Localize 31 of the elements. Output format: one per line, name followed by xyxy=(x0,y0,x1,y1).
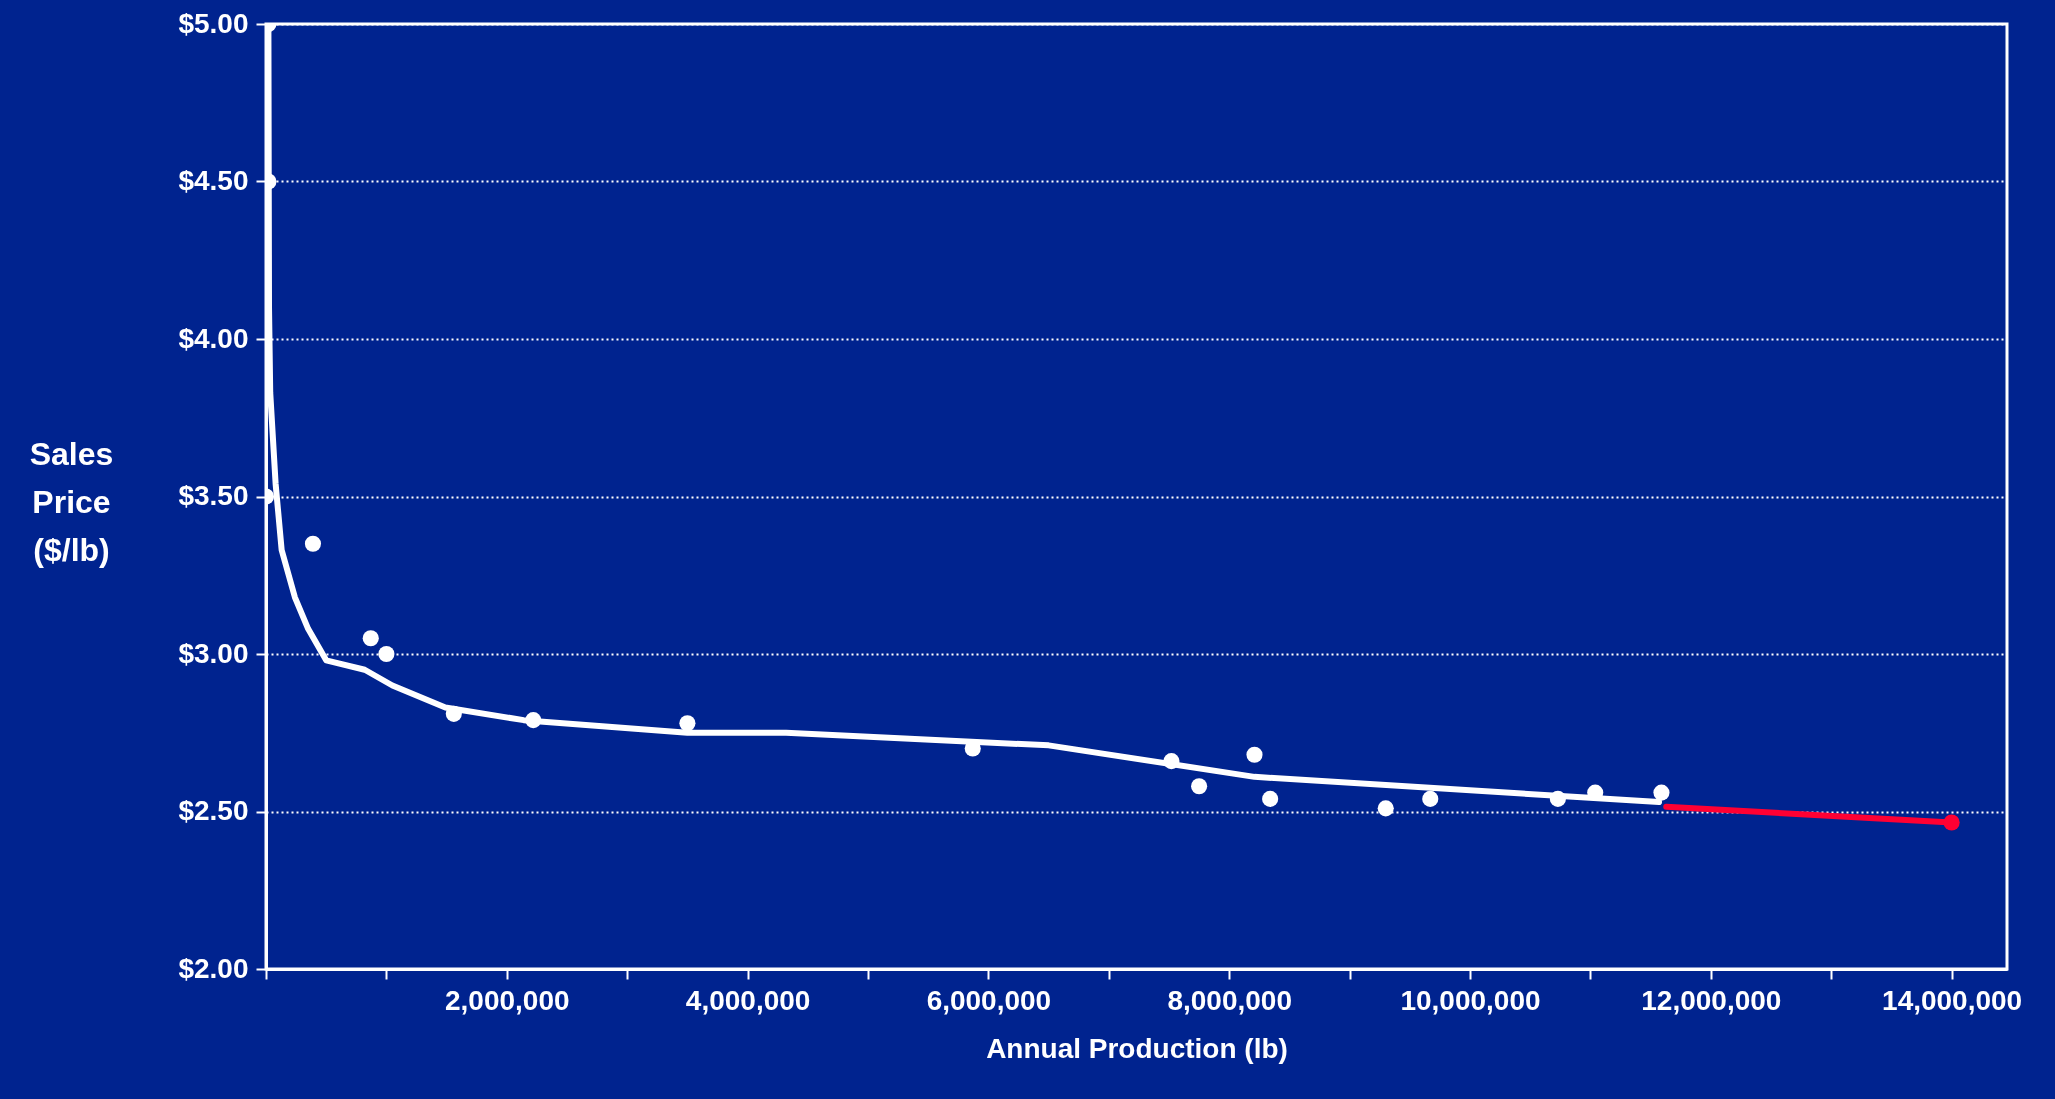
y-tick-label: $4.50 xyxy=(178,165,249,196)
x-tick-label: 2,000,000 xyxy=(445,984,570,1016)
x-tick-label: 10,000,000 xyxy=(1400,984,1541,1016)
y-tick-label: $4.00 xyxy=(178,322,249,354)
y-tick-label: $3.00 xyxy=(178,637,249,669)
point xyxy=(378,645,395,663)
point xyxy=(304,535,322,552)
point xyxy=(525,712,542,729)
point xyxy=(1422,790,1439,807)
x-tick-label: 6,000,000 xyxy=(926,984,1052,1016)
point xyxy=(445,705,462,722)
point xyxy=(1191,778,1208,795)
point xyxy=(1943,814,1960,831)
y-tick-label: $2.50 xyxy=(178,795,249,826)
point xyxy=(1653,784,1670,801)
y-tick-label: $5.00 xyxy=(178,7,249,39)
x-tick-label: 12,000,000 xyxy=(1641,984,1782,1016)
y-tick-label: $3.50 xyxy=(178,480,249,511)
point xyxy=(362,630,379,647)
y-axis-title: Sales Price ($/lb) xyxy=(29,435,114,568)
x-tick-label: 14,000,000 xyxy=(1882,984,2023,1016)
y-tick-label: $2.00 xyxy=(178,952,249,984)
point xyxy=(1377,800,1394,817)
x-axis-title: Annual Production (lb) xyxy=(986,1032,1288,1064)
point xyxy=(1163,753,1180,770)
x-tick-label: 4,000,000 xyxy=(685,984,811,1016)
point xyxy=(1246,746,1263,763)
x-tick-label: 8,000,000 xyxy=(1167,984,1292,1016)
point xyxy=(1549,790,1566,807)
point xyxy=(1262,790,1279,807)
point xyxy=(679,715,696,732)
